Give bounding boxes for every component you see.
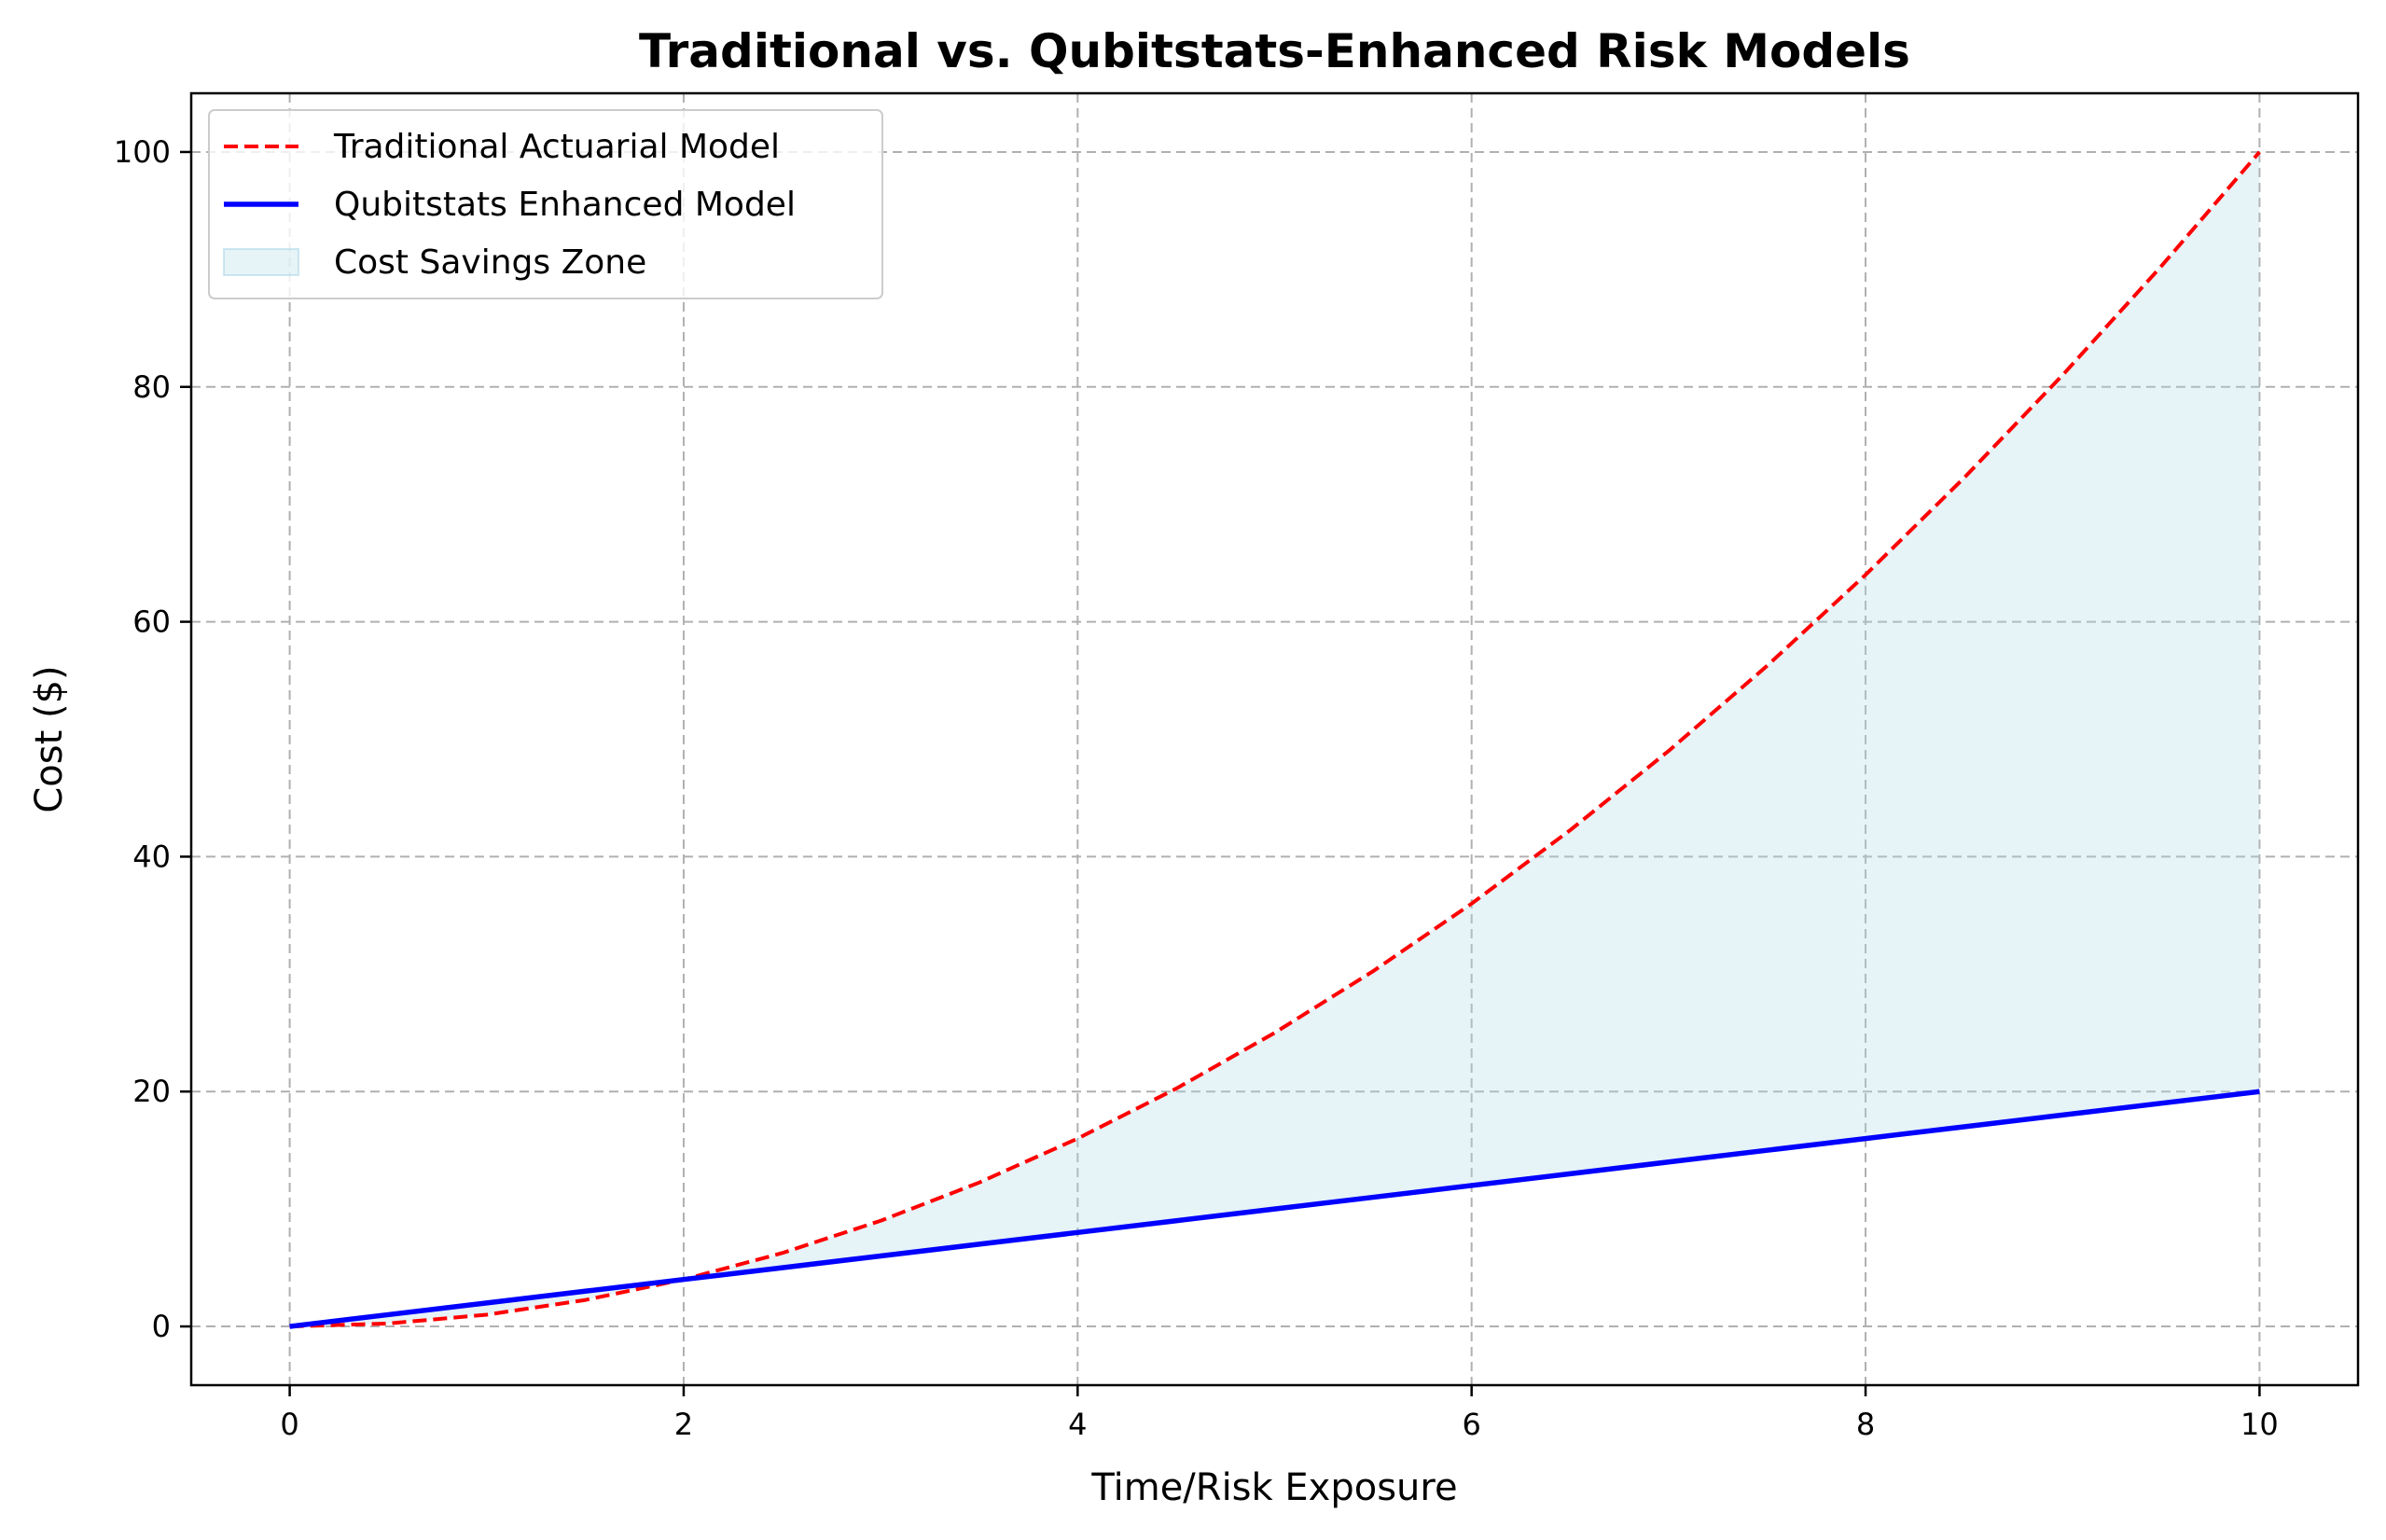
legend-entry-qubitstats: Qubitstats Enhanced Model [334, 186, 796, 224]
series-layer [289, 150, 2261, 1329]
plot-area-frame [189, 91, 2360, 1387]
y-tick-label: 40 [132, 839, 171, 874]
y-tick-label: 0 [152, 1309, 171, 1344]
x-tick-label: 2 [674, 1407, 693, 1442]
y-tick-label: 80 [132, 369, 171, 405]
y-tick-label: 100 [114, 134, 171, 170]
legend: Traditional Actuarial Model Qubitstats E… [208, 109, 883, 299]
y-tick-label: 20 [132, 1074, 171, 1109]
x-tick-label: 4 [1068, 1407, 1087, 1442]
y-axis-label: Cost ($) [28, 665, 71, 812]
fill-layer [289, 151, 2260, 1327]
series-line-qubitstats [289, 1089, 2260, 1329]
x-tick-label: 8 [1856, 1407, 1875, 1442]
legend-entry-traditional: Traditional Actuarial Model [333, 128, 780, 166]
legend-box [208, 109, 883, 299]
x-tick-label: 6 [1463, 1407, 1481, 1442]
x-tick-label: 0 [280, 1407, 298, 1442]
chart-title: Traditional vs. Qubitstats-Enhanced Risk… [639, 24, 1910, 78]
y-tick-label: 60 [132, 604, 171, 640]
cost-savings-zone [289, 151, 2260, 1327]
x-axis-label: Time/Risk Exposure [1090, 1466, 1457, 1509]
legend-entry-savings-zone: Cost Savings Zone [334, 243, 646, 282]
series-line-traditional [289, 150, 2261, 1329]
legend-swatch-savings-zone [223, 248, 299, 276]
x-tick-label: 10 [2240, 1407, 2279, 1442]
